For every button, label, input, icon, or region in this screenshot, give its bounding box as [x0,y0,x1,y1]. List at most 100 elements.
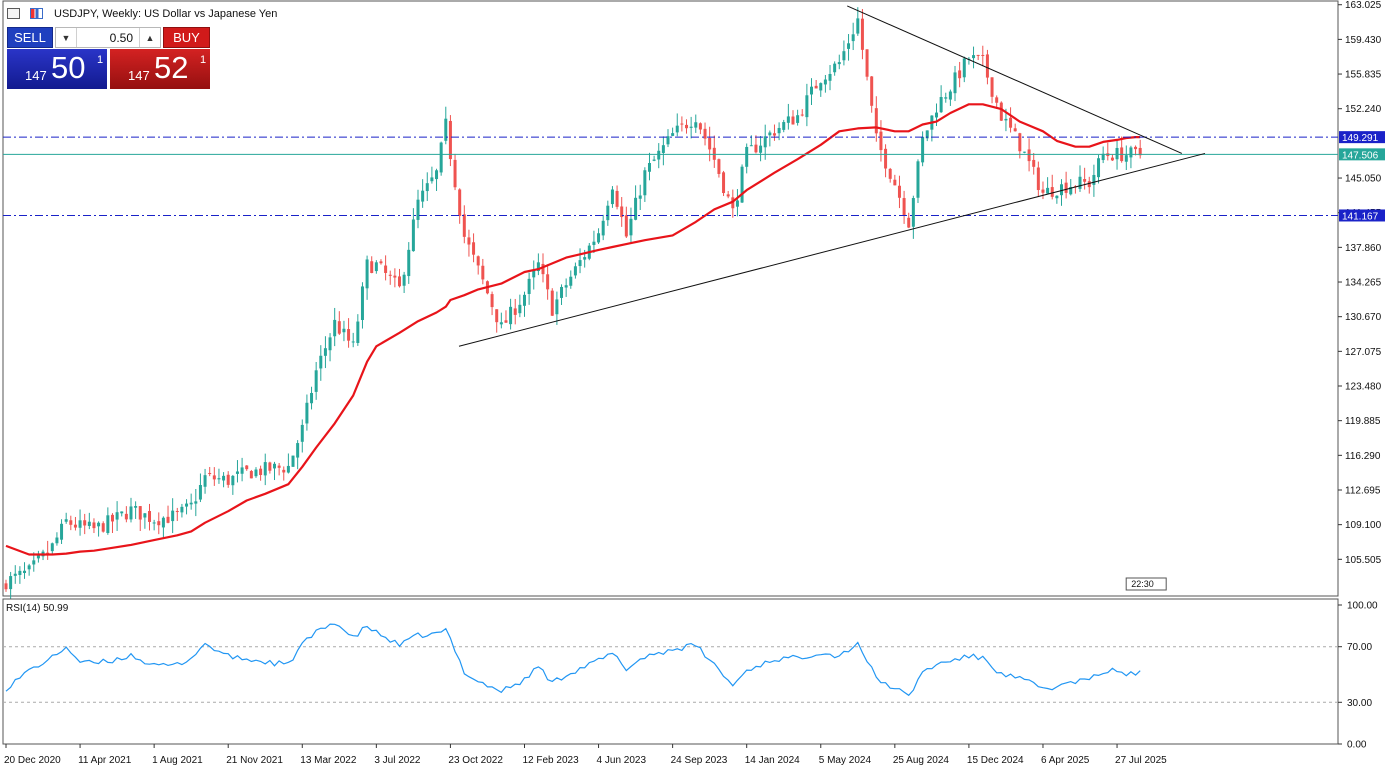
time-marker-label: 22:30 [1131,579,1154,589]
candle-body [1050,187,1054,197]
bullish-candle [837,54,841,70]
bullish-candle [606,200,610,226]
candle-body [509,306,513,325]
bullish-candle [217,468,221,484]
bearish-candle [282,466,286,481]
rsi-panel-frame [2,598,1339,745]
candle-body [296,443,300,458]
candle-body [50,543,54,552]
candle-body [148,511,152,522]
candle-body [907,217,911,228]
candle-body [1083,179,1087,182]
candle-body [888,168,892,179]
candle-body [796,115,800,123]
time-axis-label: 15 Dec 2024 [967,755,1024,766]
candle-body [786,116,790,123]
candle-body [828,73,832,81]
bullish-candle [666,129,670,148]
price-axis-label: 119.885 [1345,416,1381,427]
volume-input[interactable] [76,28,140,47]
bullish-candle [106,507,110,535]
candle-body [680,123,684,125]
candle-body [879,131,883,151]
candle-body [708,137,712,150]
candle-body [481,265,485,280]
bullish-candle [610,186,614,208]
candle-body [1124,155,1128,162]
candle-body [925,130,929,139]
candle-body [934,112,938,118]
bullish-candle [953,65,957,102]
candle-body [402,274,406,286]
bullish-candle [518,294,522,318]
bearish-candle [1013,123,1017,132]
candle-body [522,294,526,306]
candle-body [370,261,374,273]
volume-increase-icon[interactable]: ▲ [145,32,155,43]
bearish-candle [958,61,962,88]
candle-body [573,266,577,276]
candle-body [46,552,50,554]
candle-body [203,475,207,487]
bullish-candle [411,208,415,252]
time-axis-label: 3 Jul 2022 [374,755,421,766]
bullish-candle [592,230,596,254]
chart-list-icon [7,8,20,19]
bullish-candle [522,291,526,317]
bearish-candle [615,185,619,210]
candle-body [1069,186,1073,195]
candle-body [323,348,327,356]
candle-body [555,299,559,315]
bearish-candle [1134,145,1138,156]
triangle-trendline [847,5,1183,154]
bearish-candle [999,101,1003,121]
candle-body [1078,176,1082,189]
candle-body [425,183,429,192]
bullish-candle [291,455,295,467]
candle-body [490,294,494,308]
candle-body [893,179,897,186]
candle-body [208,473,212,475]
bullish-candle [263,453,267,486]
candle-body [356,321,360,343]
buy-button[interactable]: BUY [163,27,210,48]
bullish-candle [152,519,156,531]
candle-body [685,124,689,129]
bearish-candle [481,258,485,285]
sell-button[interactable]: SELL [7,27,53,48]
candle-body [379,261,383,264]
candle-body [601,220,605,236]
bearish-candle [379,259,383,265]
candle-body [1055,195,1059,199]
candle-body [939,97,943,113]
candle-body [962,58,966,78]
candle-body [536,262,540,272]
candle-body [897,185,901,198]
volume-decrease-icon[interactable]: ▼ [61,32,71,43]
main-chart-frame [2,0,1339,597]
candle-body [749,145,753,147]
candle-body [124,513,128,520]
candle-body [819,83,823,91]
bearish-candle [870,76,874,113]
candle-body [249,471,253,479]
bullish-candle [745,143,749,174]
bearish-candle [504,310,508,323]
bearish-candle [865,49,869,81]
current-price-tag [1339,148,1385,161]
candle-body [860,18,864,50]
candle-body [606,205,610,221]
bearish-candle [620,197,624,227]
candle-body [698,123,702,130]
price-axis-label: 155.835 [1345,70,1382,81]
bullish-candle [13,565,17,584]
candle-body [1110,157,1114,161]
candle-body [212,475,216,480]
candle-body [185,503,189,507]
sell-price-button[interactable]: 147 50 1 [7,49,107,89]
buy-price-button[interactable]: 147 52 1 [110,49,210,89]
candle-body [55,537,59,544]
bullish-candle [1069,179,1073,196]
